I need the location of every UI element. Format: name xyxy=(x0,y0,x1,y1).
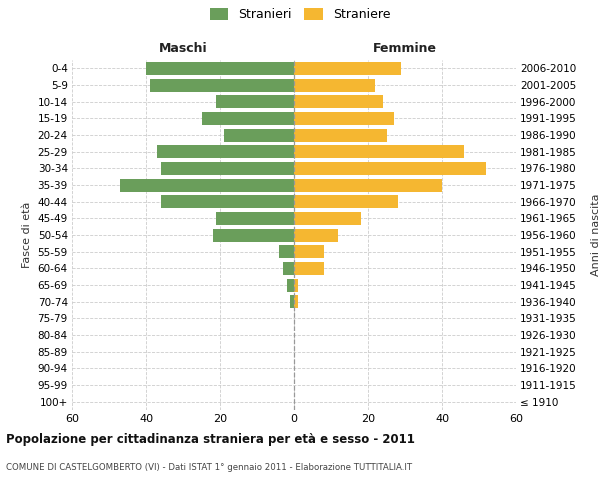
Bar xyxy=(290,295,294,308)
Legend: Stranieri, Straniere: Stranieri, Straniere xyxy=(205,2,395,26)
Bar xyxy=(294,195,398,208)
Bar xyxy=(217,95,294,108)
Bar xyxy=(283,262,294,275)
Bar xyxy=(224,128,294,141)
Bar xyxy=(161,195,294,208)
Bar xyxy=(157,145,294,158)
Text: Maschi: Maschi xyxy=(158,42,208,55)
Bar xyxy=(294,262,323,275)
Bar xyxy=(212,228,294,241)
Bar xyxy=(150,78,294,92)
Bar xyxy=(294,62,401,75)
Bar xyxy=(294,145,464,158)
Bar xyxy=(287,278,294,291)
Bar xyxy=(161,162,294,175)
Y-axis label: Anni di nascita: Anni di nascita xyxy=(591,194,600,276)
Text: COMUNE DI CASTELGOMBERTO (VI) - Dati ISTAT 1° gennaio 2011 - Elaborazione TUTTIT: COMUNE DI CASTELGOMBERTO (VI) - Dati IST… xyxy=(6,462,412,471)
Bar xyxy=(294,95,383,108)
Bar xyxy=(120,178,294,192)
Text: Popolazione per cittadinanza straniera per età e sesso - 2011: Popolazione per cittadinanza straniera p… xyxy=(6,432,415,446)
Bar xyxy=(217,212,294,225)
Text: Femmine: Femmine xyxy=(373,42,437,55)
Bar xyxy=(294,278,298,291)
Bar xyxy=(202,112,294,125)
Bar xyxy=(294,112,394,125)
Bar xyxy=(294,78,376,92)
Bar xyxy=(146,62,294,75)
Bar xyxy=(279,245,294,258)
Bar xyxy=(294,245,323,258)
Bar xyxy=(294,128,386,141)
Bar xyxy=(294,162,487,175)
Bar xyxy=(294,178,442,192)
Bar xyxy=(294,212,361,225)
Bar xyxy=(294,295,298,308)
Bar xyxy=(294,228,338,241)
Y-axis label: Fasce di età: Fasce di età xyxy=(22,202,32,268)
